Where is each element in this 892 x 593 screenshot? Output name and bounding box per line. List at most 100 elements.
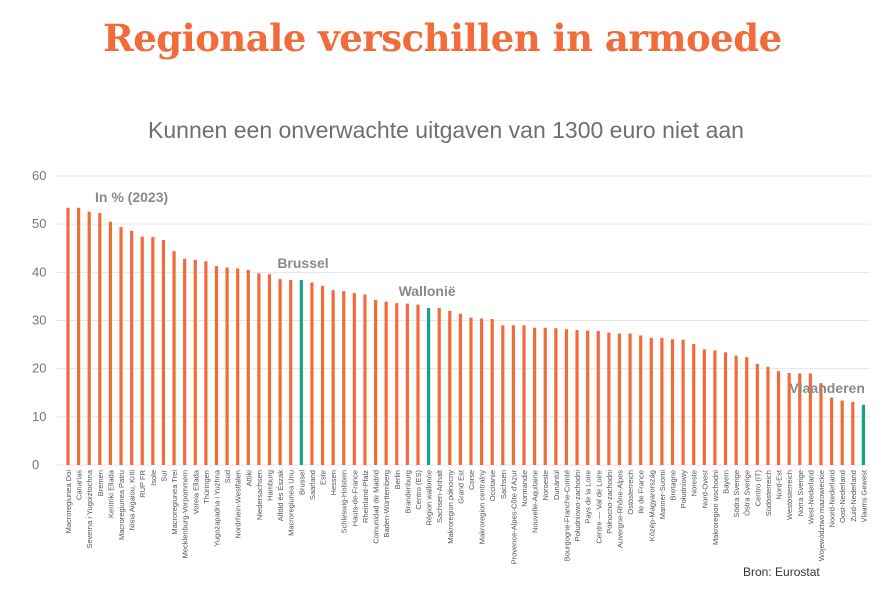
bar — [628, 333, 632, 465]
x-tick-label: Nord-Est — [775, 469, 784, 500]
x-tick-label: Noroeste — [541, 470, 550, 500]
x-tick-label: Makroregion centralny — [478, 470, 487, 544]
bar — [87, 211, 91, 465]
bar — [734, 355, 738, 465]
x-tick-label: Ostösterreich — [626, 470, 635, 515]
x-tick-label: Nord-Ovest — [700, 469, 709, 508]
x-tick-label: Centre — Val de Loire — [594, 470, 603, 544]
x-tick-label: Este — [319, 470, 328, 485]
bar — [649, 337, 653, 465]
x-tick-label: Alföld és Észak — [276, 470, 285, 522]
x-tick-label: Sachsen — [499, 470, 508, 499]
bar — [607, 332, 611, 465]
bar — [395, 303, 399, 465]
region-annotation: Brussel — [277, 255, 328, 271]
bar — [533, 327, 537, 465]
x-tick-label: Oost-Nederland — [838, 470, 847, 523]
bar — [755, 363, 759, 465]
y-tick-label: 50 — [32, 216, 46, 231]
bar — [840, 400, 844, 465]
bar — [692, 344, 696, 465]
x-tick-label: Sud — [223, 470, 232, 483]
x-tick-label: Bremen — [96, 470, 105, 496]
x-tick-label: Östra Sverige — [743, 470, 752, 516]
bar — [681, 339, 685, 465]
bar — [331, 290, 335, 465]
bar — [766, 366, 770, 465]
bar — [342, 291, 346, 465]
x-tick-label: Occitanie — [488, 470, 497, 501]
x-tick-label: Brandenburg — [403, 470, 412, 513]
y-tick-label: 10 — [32, 409, 46, 424]
x-tick-label: Południowo-zachodni — [573, 470, 582, 542]
x-tick-label: Norra Sverige — [796, 470, 805, 516]
x-tick-label: Södra Sverige — [732, 470, 741, 518]
bar — [352, 293, 356, 465]
bar — [586, 330, 590, 465]
x-tick-label: Hamburg — [266, 470, 275, 501]
y-tick-label: 20 — [32, 361, 46, 376]
x-tick-label: Dunántúl — [552, 470, 561, 500]
y-tick-label: 60 — [32, 168, 46, 183]
x-tick-label: Grand Est — [456, 469, 465, 504]
bar — [204, 261, 208, 465]
bar — [458, 313, 462, 465]
x-tick-label: Ile de France — [637, 470, 646, 514]
bar — [808, 373, 812, 465]
x-tick-label: Kentriki Ellada — [106, 469, 115, 518]
x-tick-label: Nouvelle-Aquitaine — [531, 470, 540, 533]
x-tick-label: Westösterreich — [785, 470, 794, 520]
bar — [511, 325, 516, 465]
bar — [384, 301, 388, 465]
x-tick-label: Makroregion północny — [446, 470, 455, 544]
x-tick-label: Comunidad de Madrid — [372, 470, 381, 544]
x-tick-label: Sachsen-Anhalt — [435, 469, 444, 523]
bar — [214, 266, 219, 465]
bar — [426, 307, 431, 465]
x-tick-label: Severna i Yugoiztochna — [85, 469, 94, 548]
x-tick-label: Thüringen — [202, 470, 211, 504]
x-tick-label: Rheinland-Pfalz — [361, 470, 370, 523]
bar — [564, 329, 569, 465]
x-tick-label: Południowy — [679, 470, 688, 509]
bar — [713, 350, 717, 465]
bar — [66, 207, 70, 466]
bar — [819, 383, 823, 465]
bar — [320, 285, 325, 465]
x-tick-label: Auvergne-Rhône-Alpes — [615, 470, 624, 548]
bar — [501, 325, 505, 465]
bar — [161, 240, 166, 465]
x-tick-label: Corse — [467, 470, 476, 490]
bar — [98, 213, 102, 465]
x-tick-label: Zuid-Nederland — [849, 470, 858, 522]
bar — [140, 236, 144, 465]
x-tick-label: Noreste — [690, 470, 699, 496]
x-tick-label: Macroregiunea Patru — [117, 470, 126, 540]
bar — [798, 373, 802, 465]
chart-subtitle: Kunnen een onverwachte uitgaven van 1300… — [148, 117, 744, 143]
bar — [373, 299, 378, 465]
x-tick-label: Hessen — [329, 470, 338, 495]
bar — [554, 328, 558, 465]
x-tick-label: Voreia Ellada — [191, 469, 200, 514]
bar — [193, 259, 197, 465]
bar — [543, 327, 547, 465]
bar — [77, 207, 81, 466]
x-tick-label: Mecklenburg-Vorpommern — [181, 470, 190, 558]
bar — [405, 303, 409, 465]
bar — [448, 310, 452, 465]
bar — [702, 349, 706, 465]
x-tick-label: Attiki — [244, 470, 253, 487]
x-tick-label: Centro (ES) — [414, 470, 423, 510]
x-tick-label: Niedersachsen — [255, 470, 264, 520]
x-tick-label: Macroregiunea Unu — [287, 470, 296, 536]
bar — [416, 304, 420, 465]
bar — [257, 273, 261, 465]
bar — [596, 331, 600, 465]
x-tick-label: Bourgogne-Franche-Comté — [562, 470, 571, 561]
bar — [236, 268, 240, 465]
source-note: Bron: Eurostat — [743, 565, 820, 579]
x-tick-label: Vlaams Gewest — [859, 469, 868, 522]
bar — [490, 319, 494, 465]
bar — [151, 237, 155, 465]
